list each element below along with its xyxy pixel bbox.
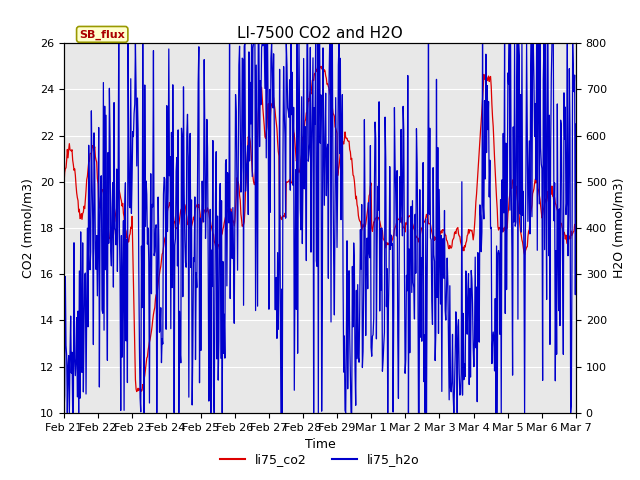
- Text: SB_flux: SB_flux: [79, 29, 125, 39]
- Y-axis label: CO2 (mmol/m3): CO2 (mmol/m3): [22, 178, 35, 278]
- X-axis label: Time: Time: [305, 438, 335, 451]
- Y-axis label: H2O (mmol/m3): H2O (mmol/m3): [612, 178, 625, 278]
- Title: LI-7500 CO2 and H2O: LI-7500 CO2 and H2O: [237, 25, 403, 41]
- Legend: li75_co2, li75_h2o: li75_co2, li75_h2o: [215, 448, 425, 471]
